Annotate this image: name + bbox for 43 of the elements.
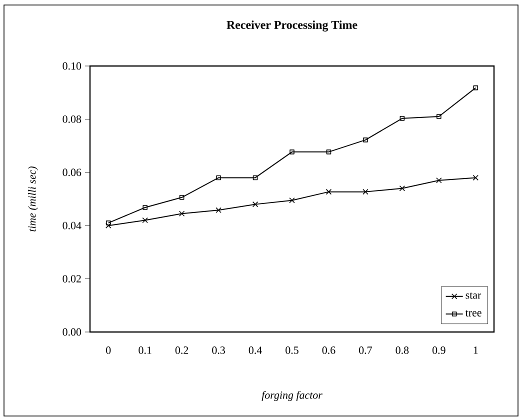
x-tick-label: 0.2 [175,346,188,354]
x-tick-label: 0.9 [432,346,446,354]
point [178,210,185,216]
y-tick-label: 0.10 [62,62,82,70]
point [326,188,332,195]
y-tick-label: 0.08 [62,115,82,123]
point [290,150,294,154]
point [363,138,368,142]
y-axis-title: time (milli sec) [28,166,38,232]
point [216,175,221,180]
y-tick-label: 0.06 [62,168,82,176]
chart-title: Receiver Processing Time [226,20,358,32]
legend-label: tree [465,310,482,316]
x-tick-label: 0.5 [286,346,298,354]
point [436,178,442,184]
point [252,175,258,180]
point [142,217,148,224]
x-tick-label: 0.4 [248,346,262,354]
point [399,185,406,192]
x-axis-title: forging factor [262,390,322,402]
point [362,188,368,195]
point [142,205,148,210]
y-tick-label: 0.04 [62,222,82,230]
point [179,195,184,200]
x-tick-label: 0.8 [396,346,409,354]
x-tick-label: 0.7 [359,346,372,354]
x-tick-label: 0.6 [322,346,336,354]
point [289,197,295,204]
line-series [106,85,478,226]
x-tick-label: 0 [106,346,111,354]
point [473,85,478,90]
point [216,207,222,214]
legend-label: star [466,292,482,299]
y-tick-label: 0.00 [62,328,82,336]
x-tick-label: 1 [474,346,478,354]
point [400,116,405,121]
point [326,150,332,154]
point [472,174,479,181]
point [252,201,258,208]
x-tick-label: 0.1 [138,346,152,354]
x-tick-label: 0.3 [212,346,225,354]
y-tick-label: 0.02 [62,275,81,283]
point [436,114,442,119]
